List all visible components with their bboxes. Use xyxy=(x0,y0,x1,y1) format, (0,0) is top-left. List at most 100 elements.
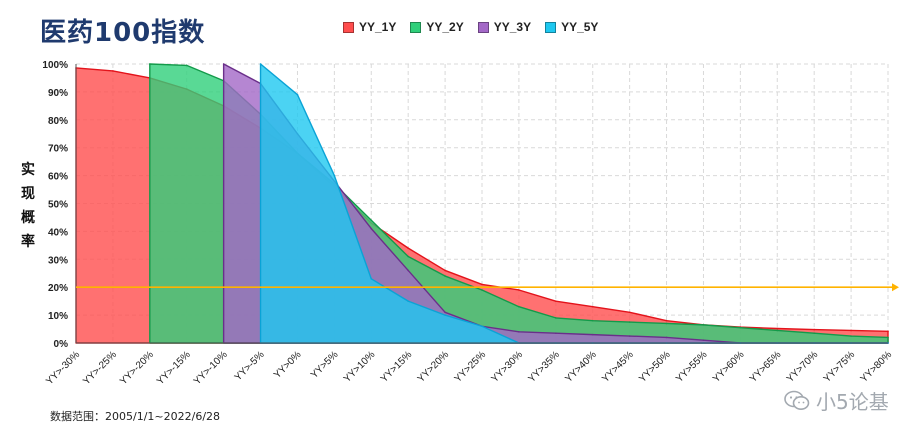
data-point-yy-2y xyxy=(813,332,815,335)
x-tick-label: YY>70% xyxy=(785,349,821,385)
y-tick-label: 30% xyxy=(48,255,68,266)
x-tick-label: YY>25% xyxy=(453,349,489,385)
data-point-yy-5y xyxy=(333,174,336,177)
x-tick-label: YY>0% xyxy=(272,349,304,381)
data-point-yy-2y xyxy=(370,219,373,222)
data-point-yy-3y xyxy=(370,227,373,230)
legend-item-yy-1y: YY_1Y xyxy=(343,20,396,34)
legend-item-yy-3y: YY_3Y xyxy=(477,20,532,34)
legend-swatch-yy-5y xyxy=(545,21,557,33)
y-tick-label: 40% xyxy=(48,227,68,238)
data-point-yy-2y xyxy=(628,321,631,323)
data-point-yy-2y xyxy=(665,322,668,325)
data-point-yy-3y xyxy=(555,332,557,335)
data-point-yy-5y xyxy=(370,278,373,280)
data-point-yy-1y xyxy=(444,269,446,272)
legend-swatch-yy-2y xyxy=(410,21,422,33)
data-point-yy-1y xyxy=(776,327,779,330)
data-point-yy-3y xyxy=(702,339,705,342)
data-point-yy-1y xyxy=(850,329,852,332)
data-point-yy-2y xyxy=(481,289,483,291)
data-point-yy-2y xyxy=(776,329,779,332)
data-point-yy-2y xyxy=(591,319,594,322)
data-point-yy-2y xyxy=(555,317,557,319)
data-point-yy-1y xyxy=(887,330,889,333)
x-tick-label: YY>65% xyxy=(748,349,784,385)
x-tick-label: YY>-15% xyxy=(155,349,193,387)
x-tick-label: YY>60% xyxy=(711,349,747,385)
wechat-icon xyxy=(784,390,810,410)
legend: YY_1Y YY_2Y YY_3Y YY_5Y xyxy=(343,20,598,34)
data-point-yy-1y xyxy=(481,283,483,286)
legend-item-yy-5y: YY_5Y xyxy=(545,20,598,34)
data-point-yy-5y xyxy=(481,325,483,328)
chart-title: 医药100指数 xyxy=(40,18,206,48)
data-point-yy-1y xyxy=(555,300,557,302)
data-point-yy-3y xyxy=(444,311,446,314)
data-point-yy-2y xyxy=(149,63,151,65)
data-point-yy-2y xyxy=(850,335,852,337)
legend-label-yy-5y: YY_5Y xyxy=(561,20,599,34)
x-tick-label: YY>75% xyxy=(822,349,858,385)
x-tick-label: YY>30% xyxy=(490,349,526,385)
data-point-yy-3y xyxy=(518,331,520,333)
legend-label-yy-2y: YY_2Y xyxy=(426,20,464,34)
y-tick-label: 90% xyxy=(48,88,68,99)
data-point-yy-1y xyxy=(112,70,114,72)
y-tick-label: 0% xyxy=(54,339,69,350)
data-point-yy-3y xyxy=(591,333,594,336)
data-point-yy-1y xyxy=(407,247,409,249)
x-tick-label: YY>55% xyxy=(674,349,710,385)
data-point-yy-1y xyxy=(813,328,815,331)
x-tick-label: YY>-25% xyxy=(81,349,119,387)
x-tick-label: YY>20% xyxy=(416,349,452,385)
data-point-yy-1y xyxy=(591,305,594,308)
legend-swatch-yy-3y xyxy=(477,21,489,33)
data-point-yy-3y xyxy=(407,269,409,272)
legend-label-yy-1y: YY_1Y xyxy=(359,20,397,34)
y-tick-label: 50% xyxy=(48,200,68,211)
y-tick-label: 100% xyxy=(42,60,68,71)
x-tick-label: YY>45% xyxy=(600,349,636,385)
x-tick-label: YY>15% xyxy=(379,349,415,385)
data-point-yy-2y xyxy=(739,326,742,329)
data-point-yy-1y xyxy=(665,319,668,322)
y-tick-label: 80% xyxy=(48,116,68,127)
data-point-yy-2y xyxy=(185,64,188,67)
footnote: 数据范围：2005/1/1~2022/6/28 xyxy=(50,410,221,423)
data-point-yy-2y xyxy=(444,275,446,277)
data-point-yy-2y xyxy=(518,305,520,308)
data-point-yy-5y xyxy=(407,300,409,302)
y-tick-label: 70% xyxy=(48,144,68,155)
data-point-yy-5y xyxy=(259,63,262,65)
x-tick-label: YY>10% xyxy=(342,349,378,385)
x-tick-label: YY>80% xyxy=(859,349,895,385)
x-tick-label: YY>-20% xyxy=(118,349,156,387)
watermark-text: 小5论基 xyxy=(816,390,889,414)
data-point-yy-3y xyxy=(628,335,631,337)
y-axis-label: 实现概率 xyxy=(21,162,35,250)
x-tick-label: YY>5% xyxy=(309,349,341,381)
data-point-yy-1y xyxy=(628,311,631,314)
data-point-yy-2y xyxy=(702,324,705,326)
x-tick-label: YY>-10% xyxy=(192,349,230,387)
x-tick-label: YY>-5% xyxy=(233,349,267,383)
reference-line-arrow xyxy=(892,283,899,292)
x-tick-label: YY>50% xyxy=(637,349,673,385)
data-point-yy-3y xyxy=(665,336,668,339)
y-tick-label: 10% xyxy=(48,311,68,322)
y-tick-label: 60% xyxy=(48,172,68,183)
data-point-yy-5y xyxy=(296,93,299,96)
y-tick-label: 20% xyxy=(48,283,68,294)
x-tick-label: YY>-30% xyxy=(44,349,82,387)
x-tick-label: YY>35% xyxy=(526,349,562,385)
legend-item-yy-2y: YY_2Y xyxy=(410,20,464,34)
legend-swatch-yy-1y xyxy=(343,21,354,33)
data-point-yy-2y xyxy=(407,255,409,258)
legend-label-yy-3y: YY_3Y xyxy=(493,20,532,34)
data-point-yy-3y xyxy=(222,63,225,65)
watermark: 小5论基 xyxy=(784,386,889,415)
data-point-yy-2y xyxy=(887,336,889,339)
data-point-yy-5y xyxy=(444,314,446,316)
